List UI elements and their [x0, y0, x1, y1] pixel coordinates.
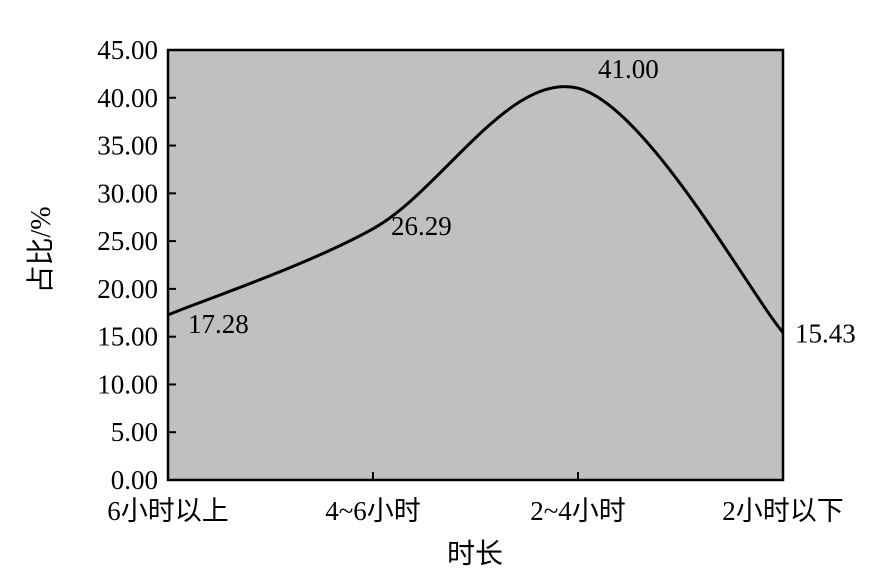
- y-tick-label: 20.00: [97, 274, 158, 304]
- x-tick-label: 6小时以上: [107, 496, 229, 526]
- plot-area: [166, 48, 785, 482]
- y-tick-label: 45.00: [97, 35, 158, 65]
- x-tick-label: 2小时以下: [722, 496, 844, 526]
- data-label: 15.43: [795, 319, 856, 349]
- y-tick-label: 5.00: [111, 417, 158, 447]
- y-tick-label: 15.00: [97, 322, 158, 352]
- data-label: 17.28: [188, 309, 249, 339]
- y-tick-label: 40.00: [97, 83, 158, 113]
- x-tick-label: 4~6小时: [325, 496, 421, 526]
- data-label: 41.00: [598, 54, 659, 84]
- y-tick-label: 10.00: [97, 369, 158, 399]
- y-axis-label: 占比/%: [25, 206, 57, 293]
- x-axis-label: 时长: [447, 538, 503, 570]
- data-label: 26.29: [391, 211, 452, 241]
- y-tick-label: 25.00: [97, 226, 158, 256]
- x-tick-label: 2~4小时: [530, 496, 626, 526]
- y-tick-label: 0.00: [111, 465, 158, 495]
- y-tick-label: 30.00: [97, 178, 158, 208]
- series-line: [167, 85, 785, 334]
- y-tick-label: 35.00: [97, 131, 158, 161]
